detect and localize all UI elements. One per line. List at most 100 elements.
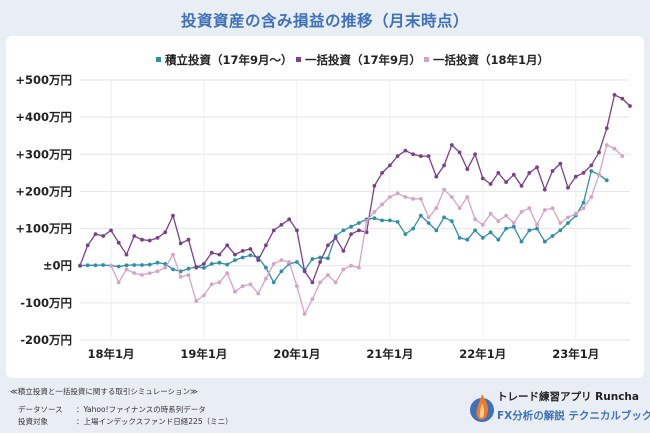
series-3-point: [155, 269, 160, 274]
series-1-point: [442, 215, 446, 220]
y-tick-label: +100万円: [15, 222, 72, 236]
series-1-point: [527, 228, 532, 233]
series-1-point: [449, 219, 454, 224]
series-2-point: [302, 269, 307, 274]
brand-name: トレード練習アプリ Runcha: [497, 391, 639, 403]
series-2-point: [542, 187, 547, 192]
series-2-point: [85, 243, 90, 248]
series-2-point: [357, 228, 361, 233]
series-1-point: [403, 232, 408, 237]
series-2-point: [566, 185, 570, 190]
series-3-point: [403, 195, 408, 199]
series-1-point: [140, 263, 144, 267]
series-3-point: [504, 213, 508, 218]
series-1-point: [233, 258, 237, 262]
series-3-point: [542, 208, 547, 212]
series-2-point: [310, 280, 315, 285]
series-1-point: [209, 262, 214, 266]
series-2-point: [550, 169, 555, 173]
series-3-point: [457, 206, 462, 211]
y-tick-label: +300万円: [15, 147, 72, 161]
series-2-point: [395, 154, 400, 158]
series-2-point: [186, 237, 191, 242]
series-2-point: [132, 234, 137, 238]
source-label: データソース: [18, 405, 63, 414]
series-1-point: [101, 263, 106, 267]
series-2-point: [434, 174, 439, 179]
series-1-point: [550, 234, 555, 238]
series-2-point: [612, 93, 617, 97]
series-3-point: [519, 210, 524, 214]
series-2-point: [426, 154, 431, 158]
series-3-point: [380, 202, 384, 207]
x-tick-label: 21年1月: [366, 347, 413, 361]
series-2-point: [209, 250, 214, 255]
y-tick-label: +200万円: [15, 184, 72, 198]
series-2-point: [264, 243, 268, 248]
series-1-point: [418, 213, 423, 218]
series-3-point: [426, 215, 431, 220]
series-1-point: [488, 230, 493, 235]
series-1-point: [504, 226, 508, 231]
brand-block: トレード練習アプリ Runcha FX分析の解説 テクニカルブック: [467, 387, 650, 429]
series-2-point: [194, 265, 199, 270]
series-1-point: [171, 267, 175, 272]
series-2-point: [326, 243, 330, 248]
series-2-point: [318, 260, 322, 264]
series-3-point: [116, 280, 121, 285]
series-3-point: [147, 271, 152, 275]
series-1-point: [124, 263, 129, 268]
series-2-point: [442, 163, 446, 168]
series-3-point: [295, 284, 299, 288]
series-1-point: [93, 263, 98, 268]
series-3-point: [527, 206, 532, 211]
footer-source: データソース ：Yahoo!ファイナンスの時系列データ: [18, 404, 206, 415]
series-3-point: [612, 146, 617, 151]
series-3-point: [240, 284, 245, 288]
series-2-point: [372, 184, 377, 188]
series-2-point: [449, 143, 454, 147]
x-tick-label: 22年1月: [459, 347, 506, 361]
series-1-point: [357, 221, 361, 225]
series-3-point: [256, 291, 261, 296]
series-3-point: [264, 276, 268, 281]
series-2-point: [124, 252, 129, 257]
series-1-point: [310, 257, 315, 261]
series-1-point: [535, 226, 539, 231]
series-3-point: [287, 260, 292, 264]
chart-card: +500万円 +400万円 +300万円 +200万円 +100万円 ±0円 -100万円 -…: [6, 36, 644, 378]
series-2-point: [287, 217, 292, 222]
series-3-point: [388, 195, 392, 199]
series-1-point: [279, 269, 284, 274]
series-2-point: [116, 240, 121, 245]
series-2-point: [403, 148, 408, 153]
series-3-point: [604, 143, 609, 147]
series-2-point: [465, 167, 470, 172]
series-2-point: [225, 243, 230, 248]
series-2-point: [78, 263, 82, 268]
series-3-point: [233, 289, 237, 294]
series-1-point: [511, 224, 516, 229]
series-2-point: [295, 228, 299, 233]
series-2-point: [527, 171, 532, 175]
series-2-point: [155, 236, 160, 240]
series-2-point: [233, 252, 237, 257]
series-1-point: [341, 228, 346, 233]
series-2-point: [504, 180, 508, 185]
series-3-point: [589, 195, 594, 199]
series-1-point: [349, 224, 353, 229]
series-3-point: [558, 221, 563, 225]
series-1-point: [558, 228, 563, 233]
series-3-point: [140, 273, 144, 277]
series-2-point: [620, 96, 625, 101]
footer-title: ≪積立投資と一括投資に関する取引シミュレーション≫: [10, 387, 198, 396]
series-1-point: [186, 266, 191, 271]
series-3-point: [124, 267, 129, 272]
series-3-point: [302, 312, 307, 316]
target-value: ：上場インデックスファンド日経225（ミニ）: [76, 417, 233, 426]
series-3-point: [341, 267, 346, 272]
series-1-point: [271, 280, 276, 285]
series-1-point: [604, 178, 609, 183]
legend-marker-1: [156, 57, 161, 62]
page-title: 投資資産の含み損益の推移（月末時点）: [180, 12, 469, 30]
